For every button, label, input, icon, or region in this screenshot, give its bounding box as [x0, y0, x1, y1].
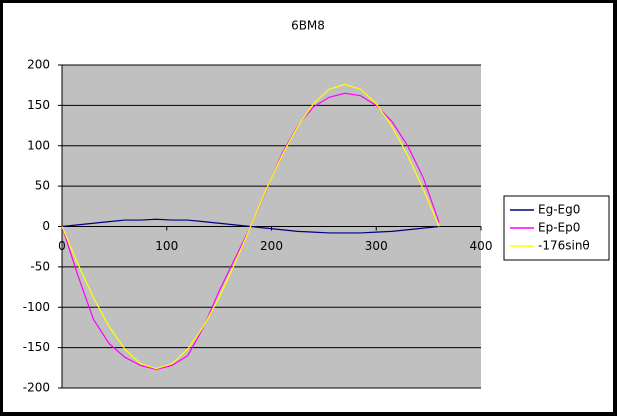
y-tick-label: -100 — [23, 300, 50, 314]
x-tick-label: 0 — [58, 239, 66, 253]
legend-label: Ep-Ep0 — [538, 221, 580, 235]
series-line — [61, 83, 440, 370]
x-tick-label: 400 — [470, 239, 493, 253]
y-tick-label: -200 — [23, 381, 50, 395]
x-tick-label: 200 — [260, 239, 283, 253]
y-tick-label: 50 — [35, 179, 50, 193]
chart-title: 6BM8 — [291, 19, 325, 33]
y-tick-label: -50 — [30, 259, 50, 273]
legend-label: -176sinθ — [538, 239, 590, 253]
y-tick-label: 100 — [27, 138, 50, 152]
x-tick-label: 300 — [365, 239, 388, 253]
y-tick-label: 200 — [27, 58, 50, 72]
y-tick-label: -150 — [23, 340, 50, 354]
legend-label: Eg-Eg0 — [538, 203, 580, 217]
y-tick-label: 0 — [42, 219, 50, 233]
y-tick-label: 150 — [27, 98, 50, 112]
x-tick-label: 100 — [155, 239, 178, 253]
